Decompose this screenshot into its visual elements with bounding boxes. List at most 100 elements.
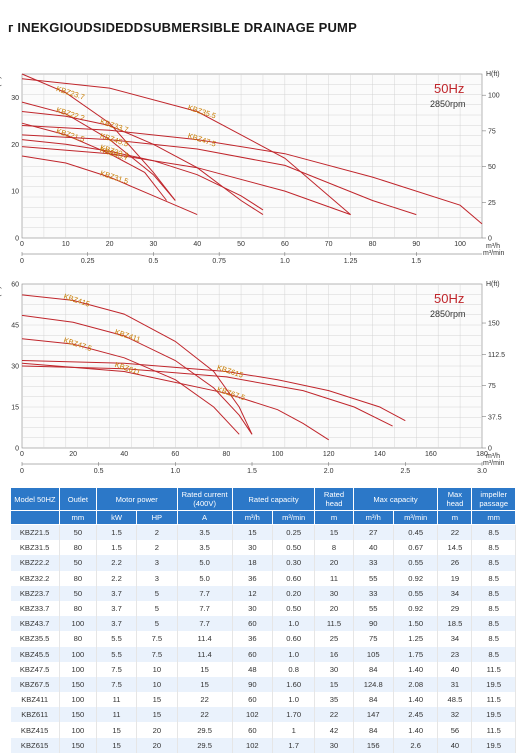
- x2-tick-label: 1.0: [170, 468, 180, 475]
- y-right-tick-label: 37.5: [488, 414, 502, 421]
- table-cell: 30: [314, 661, 354, 677]
- table-cell: 1.7: [272, 737, 316, 753]
- table-cell: 100: [59, 692, 97, 708]
- table-cell: 48: [232, 661, 273, 677]
- table-cell: 22: [177, 707, 233, 723]
- table-cell: 23: [437, 646, 473, 662]
- table-cell: 25: [314, 631, 354, 647]
- table-cell: 30: [314, 585, 354, 601]
- table-cell: 31: [437, 676, 473, 693]
- table-row: KBZ615 150 15 20 29.5 102 1.7 30 156 2.6 40 19.5: [10, 737, 516, 753]
- table-cell: 16: [314, 646, 354, 662]
- header-impeller-passage: impeller passage: [471, 487, 516, 511]
- table-cell: 80: [59, 631, 97, 647]
- table-cell: 8.5: [471, 540, 516, 556]
- curve-kbz23-7: [21, 73, 176, 201]
- table-cell: 3.7: [96, 585, 138, 601]
- table-cell: 150: [59, 737, 97, 753]
- table-row: KBZ21.5 50 1.5 2 3.5 15 0.25 15 27 0.45 22 8.5: [10, 524, 516, 541]
- page-title: ᴦ INEKGIOUDSIDEDDSUBMERSIBLE DRAINAGE PU…: [8, 20, 357, 35]
- unit-impeller: mm: [471, 510, 516, 525]
- table-cell: 80: [59, 600, 97, 617]
- table-cell: 42: [314, 722, 354, 738]
- table-cell: KBZ32.2: [10, 570, 60, 586]
- table-cell: 15: [177, 676, 233, 693]
- table-cell: 1.5: [96, 524, 138, 541]
- table-cell: KBZ47.5: [10, 661, 60, 677]
- table-cell: 11.5: [471, 722, 516, 738]
- unit-max-m3h: m³/h: [352, 510, 394, 525]
- table-cell: 1.70: [272, 707, 316, 723]
- x2-tick-label: 0.5: [149, 258, 159, 265]
- x2-axis-label: m³/min: [483, 460, 504, 467]
- x2-tick-label: 1.5: [247, 468, 257, 475]
- table-cell: 7.5: [96, 661, 138, 677]
- table-cell: 80: [59, 540, 97, 556]
- table-cell: 8.5: [471, 585, 516, 601]
- table-cell: 5.0: [177, 570, 233, 586]
- table-cell: 100: [59, 722, 97, 738]
- y-tick-label: 15: [11, 405, 19, 412]
- table-cell: KBZ415: [10, 722, 60, 738]
- table-cell: 19.5: [471, 707, 516, 723]
- table-cell: 60: [232, 646, 273, 662]
- table-cell: 7.7: [177, 616, 233, 632]
- x-tick-label: 60: [281, 241, 289, 248]
- header-max-head: Max head: [437, 487, 473, 511]
- table-row: KBZ35.5 80 5.5 7.5 11.4 36 0.60 25 75 1.25 34 8.5: [10, 631, 516, 647]
- table-cell: 3.5: [177, 540, 233, 556]
- table-cell: 2.08: [393, 676, 439, 693]
- x-tick-label: 20: [69, 451, 77, 458]
- x-tick-label: 70: [325, 241, 333, 248]
- table-cell: 75: [353, 631, 394, 647]
- table-cell: 15: [136, 692, 178, 708]
- frequency-label: 50Hz: [434, 291, 464, 306]
- table-cell: 1.40: [393, 661, 439, 677]
- header-rated-capacity: Rated capacity: [231, 487, 316, 511]
- header-outlet: Outlet: [58, 487, 97, 511]
- unit-outlet: mm: [58, 510, 97, 525]
- x-tick-label: 40: [193, 241, 201, 248]
- table-cell: 156: [353, 737, 394, 753]
- y-right-tick-label: 75: [488, 383, 496, 390]
- x-tick-label: 180: [476, 451, 488, 458]
- table-cell: 84: [353, 661, 394, 677]
- unit-kw: kW: [95, 510, 138, 525]
- table-cell: 60: [232, 616, 273, 632]
- x-tick-label: 160: [425, 451, 437, 458]
- table-cell: 11.4: [177, 646, 233, 662]
- x-tick-label: 140: [374, 451, 386, 458]
- spec-table: Model 50HZ Outlet Motor power Rated curr…: [10, 487, 516, 753]
- table-cell: 100: [59, 646, 97, 662]
- y-tick-label: 20: [11, 142, 19, 149]
- x-tick-label: 100: [272, 451, 284, 458]
- table-cell: 60: [232, 722, 273, 738]
- y-right-tick-label: 50: [488, 164, 496, 171]
- unit-rated-m3h: m³/h: [231, 510, 273, 525]
- table-cell: 105: [353, 646, 394, 662]
- table-cell: 100: [59, 661, 97, 677]
- table-cell: 5: [136, 616, 178, 632]
- unit-rated-m3min: m³/min: [271, 510, 316, 525]
- table-cell: 19.5: [471, 676, 516, 693]
- x-tick-label: 90: [412, 241, 420, 248]
- y-right-tick-label: 0: [488, 446, 492, 453]
- table-cell: 40: [437, 737, 473, 753]
- table-row: KBZ33.7 80 3.7 5 7.7 30 0.50 20 55 0.92 29 8.5: [10, 600, 516, 617]
- table-cell: 40: [437, 661, 473, 677]
- table-cell: 18.5: [437, 616, 473, 632]
- header-max-capacity: Max capacity: [352, 487, 439, 511]
- table-cell: 0.25: [272, 524, 316, 541]
- table-cell: KBZ22.2: [10, 555, 60, 571]
- table-cell: 84: [353, 722, 394, 738]
- speed-label: 2850rpm: [430, 99, 466, 109]
- table-cell: 8.5: [471, 570, 516, 586]
- table-cell: 2.45: [393, 707, 439, 723]
- table-cell: KBZ615: [10, 737, 60, 753]
- y-axis-label: H(m): [0, 286, 2, 302]
- y-tick-label: 60: [11, 282, 19, 289]
- table-cell: 11.4: [177, 631, 233, 647]
- table-row: KBZ45.5 100 5.5 7.5 11.4 60 1.0 16 105 1.75 23 8.5: [10, 646, 516, 662]
